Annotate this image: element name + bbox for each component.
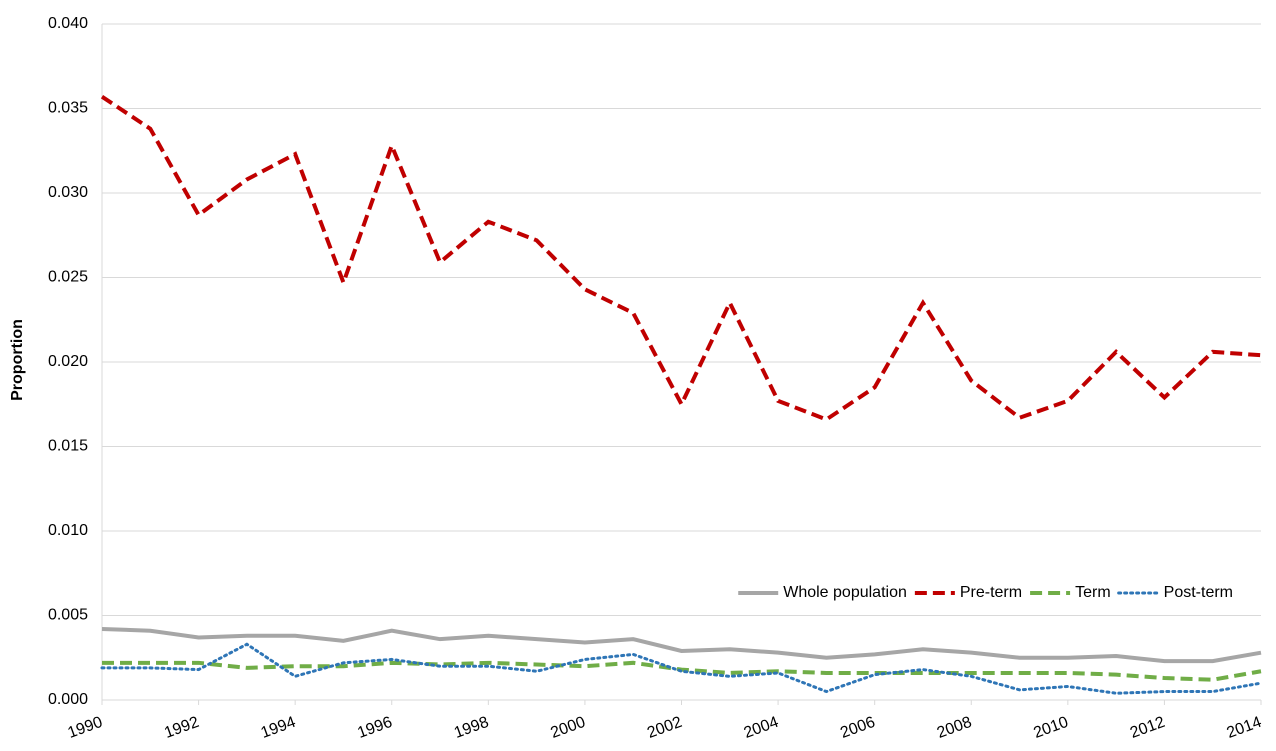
x-tick-label: 2004 — [742, 714, 781, 742]
x-tick-label: 1990 — [66, 714, 105, 742]
x-tick-label: 2006 — [838, 714, 877, 742]
x-tick-label: 1992 — [162, 714, 201, 742]
x-tick-label: 2010 — [1031, 714, 1070, 742]
y-tick-label: 0.025 — [48, 269, 88, 286]
legend-label: Whole population — [783, 584, 907, 601]
x-tick-label: 1994 — [259, 714, 298, 742]
series-line — [100, 642, 1263, 695]
y-tick-label: 0.005 — [48, 607, 88, 624]
x-tick-label: 2008 — [935, 714, 974, 742]
y-tick-label: 0.000 — [48, 691, 88, 708]
legend-label: Post-term — [1164, 584, 1233, 601]
y-tick-label: 0.035 — [48, 100, 88, 117]
y-tick-label: 0.030 — [48, 184, 88, 201]
x-tick-label: 2014 — [1225, 714, 1264, 742]
x-tick-label: 2002 — [645, 714, 684, 742]
legend-label: Pre-term — [960, 584, 1022, 601]
y-axis-label: Proportion — [9, 319, 26, 401]
y-tick-label: 0.020 — [48, 353, 88, 370]
x-tick-label: 2000 — [548, 714, 587, 742]
series-line — [102, 660, 1262, 682]
x-tick-label: 1998 — [452, 714, 491, 742]
y-tick-label: 0.040 — [48, 15, 88, 32]
legend-label: Term — [1075, 584, 1111, 601]
x-tick-label: 2012 — [1128, 714, 1167, 742]
y-tick-label: 0.010 — [48, 522, 88, 539]
x-tick-label: 1996 — [355, 714, 394, 742]
series-line — [100, 95, 1262, 422]
series-line — [101, 627, 1262, 664]
y-tick-label: 0.015 — [48, 438, 88, 455]
